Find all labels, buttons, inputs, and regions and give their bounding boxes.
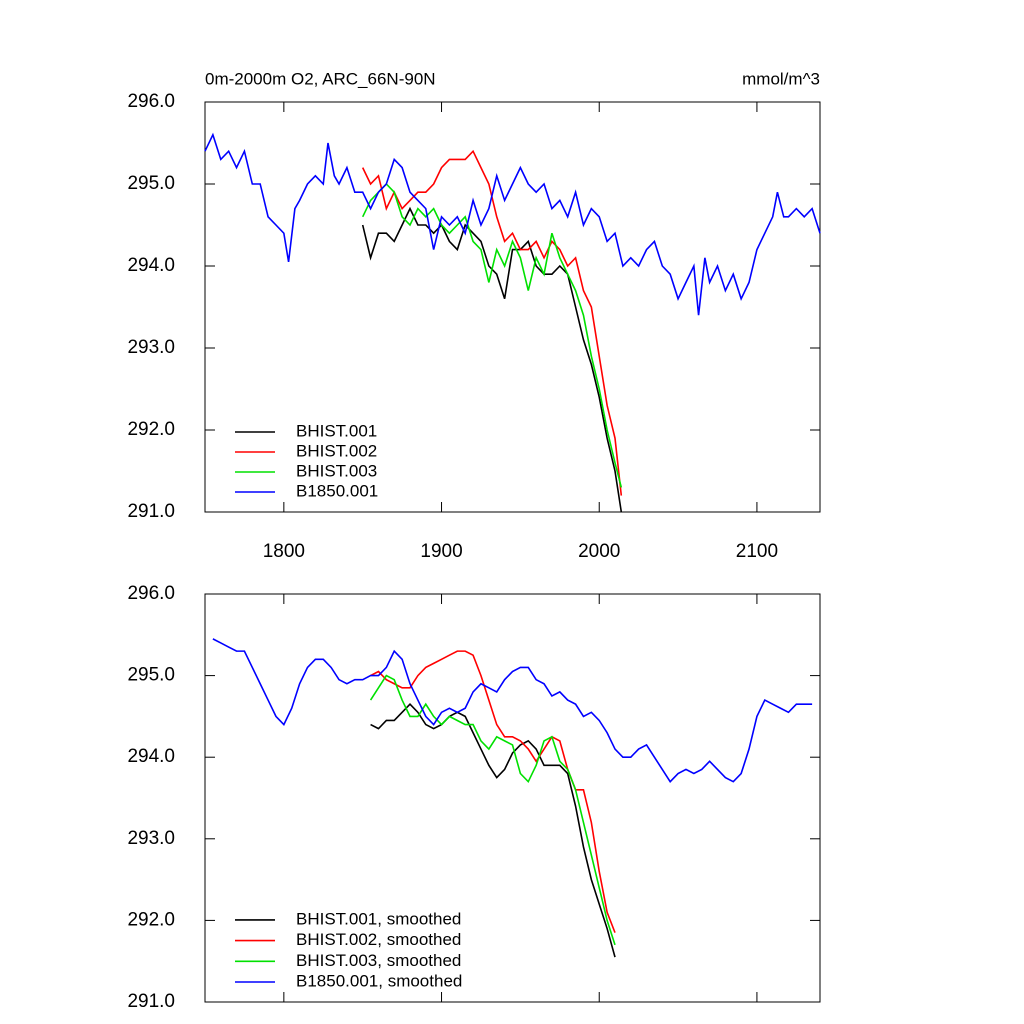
legend-label: BHIST.002: [296, 441, 377, 460]
chart-title: 0m-2000m O2, ARC_66N-90N: [205, 69, 436, 88]
legend-label: B1850.001: [296, 481, 378, 500]
y-tick-label: 293.0: [127, 828, 175, 849]
y-tick-label: 296.0: [127, 583, 175, 604]
y-tick-label: 292.0: [127, 909, 175, 930]
series-line: [370, 650, 616, 933]
y-tick-label: 294.0: [127, 746, 175, 767]
legend-label: BHIST.003: [296, 461, 377, 480]
y-tick-label: 291.0: [127, 501, 175, 522]
y-tick-label: 292.0: [127, 419, 175, 440]
y-tick-label: 295.0: [127, 173, 175, 194]
series-line: [369, 674, 616, 946]
x-tick-label: 2100: [736, 541, 778, 562]
plot-frame: [204, 101, 821, 513]
x-tick-label: 1900: [420, 541, 462, 562]
y-tick-label: 295.0: [127, 665, 175, 686]
x-tick-label: 1800: [263, 541, 305, 562]
y-tick-label: 293.0: [127, 337, 175, 358]
series-line: [361, 206, 623, 513]
legend-label: BHIST.001, smoothed: [296, 909, 461, 928]
plot-frame: [204, 593, 821, 1003]
legend-label: BHIST.002, smoothed: [296, 930, 461, 949]
series-line: [361, 149, 623, 496]
x-tick-label: 2000: [578, 541, 620, 562]
legend-label: B1850.001, smoothed: [296, 971, 462, 990]
series-line: [204, 132, 821, 316]
units-label: mmol/m^3: [742, 69, 820, 88]
y-tick-label: 294.0: [127, 255, 175, 276]
y-tick-label: 296.0: [127, 91, 175, 112]
y-tick-label: 291.0: [127, 991, 175, 1012]
series-line: [212, 638, 813, 783]
legend-label: BHIST.001: [296, 421, 377, 440]
series-line: [370, 703, 616, 958]
series-line: [361, 182, 623, 488]
legend-label: BHIST.003, smoothed: [296, 951, 461, 970]
